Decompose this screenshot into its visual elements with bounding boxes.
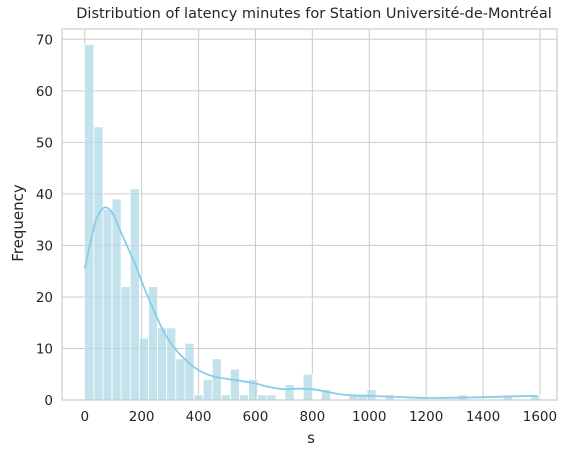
y-tick-label: 60 <box>36 84 53 100</box>
x-tick-label: 200 <box>129 409 155 425</box>
kde-curve <box>83 206 538 399</box>
histogram-bar <box>266 394 277 401</box>
histogram-bar <box>230 368 240 401</box>
histogram-bar <box>120 286 131 401</box>
y-tick-label: 10 <box>36 341 53 357</box>
x-tick-label: 1200 <box>409 409 443 425</box>
y-tick-label: 70 <box>36 32 53 48</box>
histogram-bar <box>175 358 186 401</box>
histogram-bar <box>193 394 204 401</box>
histogram-bar <box>302 373 313 401</box>
x-axis-label: s <box>307 429 315 447</box>
histogram-bar <box>148 286 158 401</box>
y-axis-label: Frequency <box>9 184 27 262</box>
x-tick-label: 600 <box>243 409 269 425</box>
x-tick-label: 0 <box>80 409 89 425</box>
x-tick-label: 800 <box>299 409 325 425</box>
y-tick-label: 40 <box>36 187 53 203</box>
plot-frame <box>61 28 558 401</box>
histogram-bar <box>257 394 268 401</box>
histogram-bar <box>239 394 250 401</box>
kde-layer <box>83 206 538 399</box>
y-tick-label: 50 <box>36 135 53 151</box>
histogram-bar <box>184 342 195 401</box>
x-tick-label: 400 <box>186 409 212 425</box>
x-tick-label: 1000 <box>352 409 386 425</box>
histogram-bar <box>93 126 104 401</box>
x-tick-labels: 0 200 400 600 800 1000 1200 1400 1600 <box>80 409 557 425</box>
x-tick-label: 1600 <box>523 409 557 425</box>
chart-title: Distribution of latency minutes for Stat… <box>76 6 551 22</box>
histogram-bar <box>211 358 222 401</box>
histogram-bar <box>202 378 213 401</box>
histogram-bar <box>84 44 95 401</box>
y-tick-labels: 0 10 20 30 40 50 60 70 <box>36 32 53 409</box>
bars-layer <box>84 44 541 401</box>
histogram-bar <box>366 389 377 401</box>
y-tick-label: 20 <box>36 290 53 306</box>
histogram-bar <box>284 384 295 401</box>
x-tick-label: 1400 <box>466 409 500 425</box>
histogram-bar <box>220 394 231 401</box>
y-tick-label: 0 <box>44 393 53 409</box>
histogram-bar <box>129 188 140 401</box>
histogram-bar <box>102 208 113 401</box>
histogram-bar <box>138 337 149 401</box>
y-tick-label: 30 <box>36 238 53 254</box>
histogram-bar <box>157 327 168 401</box>
